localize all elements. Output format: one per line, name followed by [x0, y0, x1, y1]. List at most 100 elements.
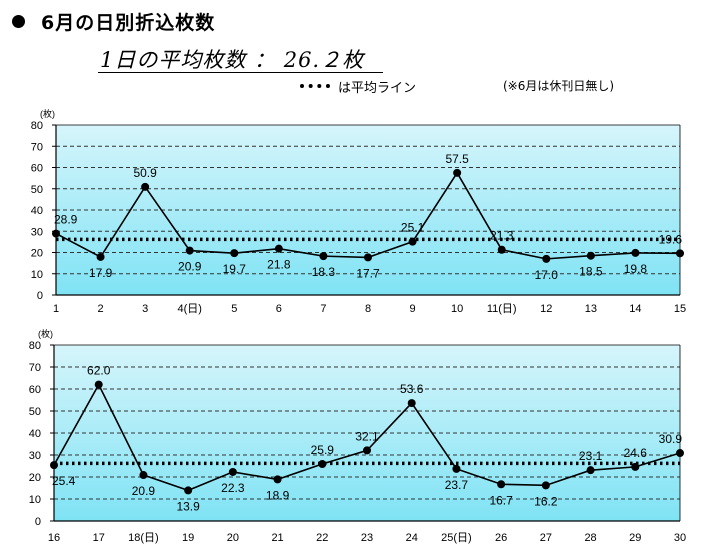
data-label: 62.0	[87, 364, 111, 378]
data-label: 20.9	[178, 260, 202, 274]
data-label: 24.6	[624, 446, 648, 460]
data-point	[631, 248, 640, 257]
x-tick-label: 15	[674, 303, 686, 315]
x-tick-label: 5	[231, 303, 237, 315]
data-point	[408, 237, 417, 246]
x-tick-label: 6	[276, 303, 282, 315]
data-point	[185, 246, 194, 255]
x-tick-label: 30	[674, 532, 686, 544]
data-point	[586, 251, 595, 260]
data-label: 50.9	[133, 166, 157, 180]
y-tick-label: 30	[31, 226, 43, 238]
data-point	[497, 480, 506, 489]
y-tick-label: 50	[29, 406, 41, 418]
y-tick-label: 0	[37, 290, 43, 302]
x-tick-label: 13	[585, 303, 597, 315]
data-label: 18.3	[312, 265, 336, 279]
x-tick-label: 27	[540, 532, 552, 544]
y-tick-label: 20	[31, 248, 43, 260]
data-point	[184, 486, 193, 495]
x-tick-label: 9	[410, 303, 416, 315]
x-tick-label: 11(日)	[487, 303, 517, 315]
x-tick-label: 22	[316, 532, 328, 544]
x-tick-label: 21	[271, 532, 283, 544]
data-point	[319, 252, 328, 261]
x-tick-label: 3	[142, 303, 148, 315]
data-point	[318, 460, 327, 469]
y-tick-label: 80	[29, 340, 41, 352]
x-tick-label: 10	[451, 303, 463, 315]
data-point	[631, 462, 640, 471]
data-point	[452, 464, 461, 473]
data-point	[541, 481, 550, 490]
x-tick-label: 2	[98, 303, 104, 315]
chart-2: 0 10 20 30 40 50 60 70 80(枚) 16 17 18(日) 19 20 21 22 23 2…	[29, 328, 686, 544]
y-tick-label: 80	[31, 120, 43, 132]
data-label: 25.9	[311, 443, 335, 457]
y-tick-label: 60	[29, 384, 41, 396]
data-point	[497, 245, 506, 254]
data-label: 20.9	[132, 484, 156, 498]
data-label: 23.7	[445, 478, 469, 492]
data-point	[363, 446, 371, 455]
x-tick-label: 29	[629, 532, 641, 544]
data-point	[141, 182, 150, 191]
data-label: 25.1	[401, 221, 425, 235]
x-tick-label: 19	[182, 532, 194, 544]
x-tick-label: 7	[320, 303, 326, 315]
average-count-text: 1日の平均枚数 ： 26.２枚	[100, 48, 365, 72]
y-tick-label: 10	[31, 269, 43, 281]
average-line-legend-swatch	[300, 84, 330, 88]
data-label: 23.1	[579, 449, 603, 463]
closure-note: (※6月は休刊日無し)	[503, 79, 615, 93]
data-label: 28.9	[54, 213, 78, 227]
x-tick-label: 20	[227, 532, 239, 544]
page-title: 6月の日別折込枚数	[12, 8, 215, 35]
y-unit-label: (枚)	[38, 328, 53, 339]
x-tick-label: 4(日)	[177, 303, 201, 315]
x-tick-label: 17	[93, 532, 105, 544]
data-label: 17.9	[89, 266, 113, 280]
y-tick-label: 30	[29, 450, 41, 462]
data-label: 19.7	[223, 262, 247, 276]
data-label: 19.6	[659, 232, 683, 246]
data-label: 16.2	[534, 494, 558, 508]
y-tick-label: 70	[31, 141, 43, 153]
y-tick-label: 0	[35, 516, 41, 528]
data-point	[364, 253, 372, 262]
x-tick-label: 8	[365, 303, 371, 315]
y-tick-label: 40	[31, 205, 43, 217]
y-tick-label: 70	[29, 362, 41, 374]
y-tick-label: 50	[31, 184, 43, 196]
data-label: 22.3	[221, 481, 245, 495]
data-label: 32.1	[355, 429, 379, 443]
data-label: 53.6	[400, 382, 424, 396]
data-label: 21.8	[267, 258, 291, 272]
data-label: 17.7	[356, 266, 380, 280]
data-label: 18.9	[266, 488, 290, 502]
x-tick-label: 23	[361, 532, 373, 544]
x-tick-label: 24	[406, 532, 418, 544]
data-label: 13.9	[176, 499, 200, 513]
data-label: 25.4	[52, 474, 76, 488]
x-tick-label: 28	[584, 532, 596, 544]
data-point	[94, 380, 103, 389]
legend: は平均ライン	[300, 77, 416, 96]
x-tick-label: 18(日)	[128, 532, 159, 544]
data-point	[273, 475, 282, 484]
data-point	[676, 249, 684, 258]
data-label: 18.5	[579, 265, 603, 279]
data-point	[407, 399, 416, 408]
bullet-icon	[12, 15, 25, 28]
data-label: 30.9	[659, 432, 683, 446]
data-point	[96, 252, 105, 261]
page-title-text: 6月の日別折込枚数	[41, 12, 216, 34]
average-underline	[98, 72, 383, 73]
data-label: 17.0	[535, 268, 559, 282]
data-point	[139, 471, 148, 480]
x-tick-label: 12	[540, 303, 552, 315]
y-tick-label: 20	[29, 472, 41, 484]
legend-label: は平均ライン	[338, 81, 417, 96]
